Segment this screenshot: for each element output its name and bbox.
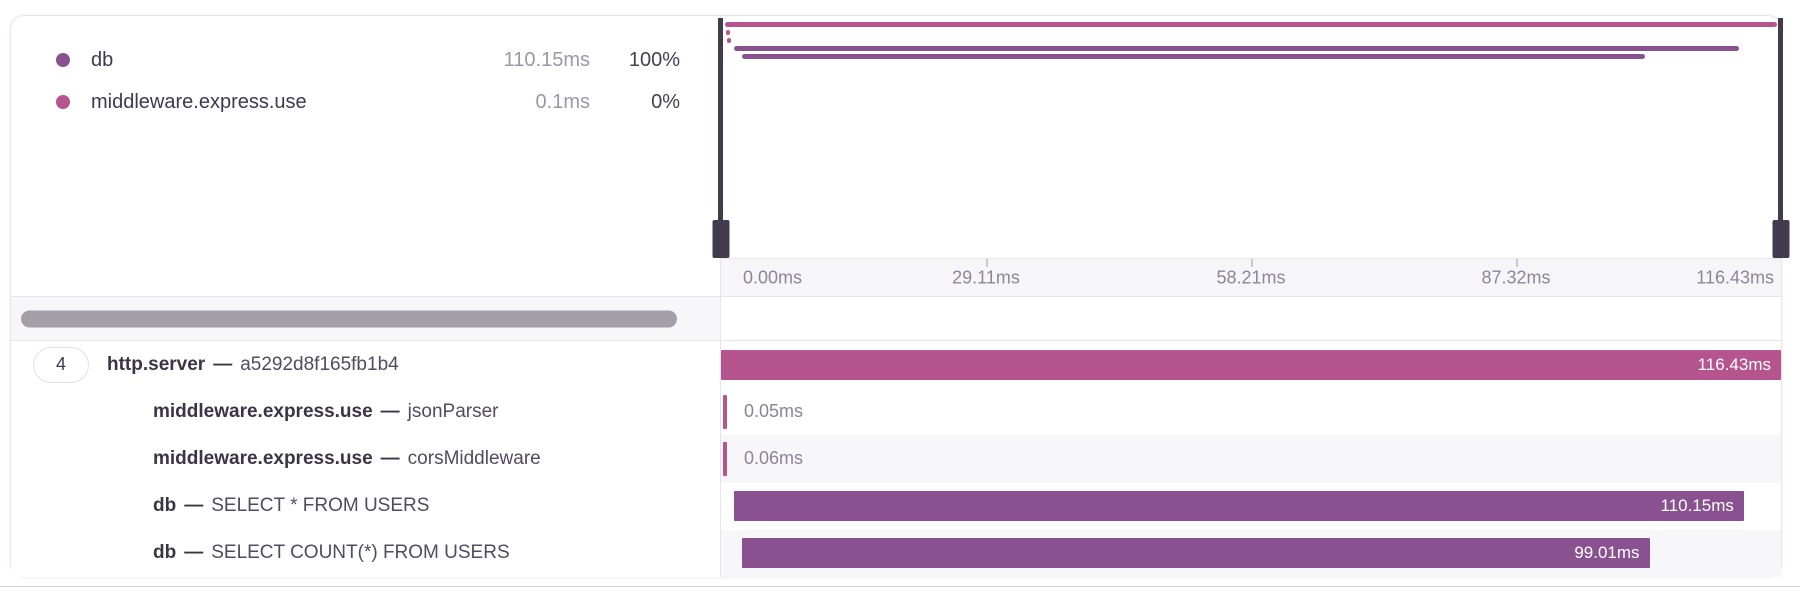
legend-color-dot [56, 95, 70, 109]
trace-panel: db 110.15ms 100% middleware.express.use … [10, 15, 1789, 577]
span-duration-label: 99.01ms [1574, 543, 1640, 563]
axis-tick [986, 259, 988, 267]
span-separator: — [380, 400, 400, 422]
axis-label: 87.32ms [1481, 267, 1551, 287]
legend-name: middleware.express.use [91, 90, 307, 113]
brush-grip-left[interactable] [712, 220, 729, 258]
span-separator: — [184, 542, 204, 564]
legend-item-middleware[interactable]: middleware.express.use 0.1ms 0% [56, 81, 680, 123]
axis-label: 116.43ms [1696, 267, 1774, 287]
collapse-count-badge[interactable]: 4 [33, 346, 89, 383]
span-duration-tick [723, 394, 727, 429]
axis-label: 29.11ms [952, 267, 1020, 287]
span-duration-bar[interactable]: 99.01ms [742, 538, 1650, 569]
legend-duration: 110.15ms [503, 48, 590, 71]
span-legend: db 110.15ms 100% middleware.express.use … [11, 16, 721, 258]
span-row-jsonparser[interactable]: middleware.express.use — jsonParser 0.05… [11, 388, 1781, 436]
span-duration-bar[interactable]: 116.43ms [721, 349, 1781, 380]
minimap-span-line [733, 46, 1739, 51]
span-tree: 4 http.server — a5292d8f165fb1b4 116.43m… [11, 341, 1781, 577]
legend-percent: 0% [651, 90, 680, 113]
minimap-span-line [742, 54, 1646, 59]
span-duration-label: 116.43ms [1697, 354, 1771, 374]
axis-tick [1516, 259, 1518, 267]
span-detail: a5292d8f165fb1b4 [240, 353, 399, 375]
span-name: db [153, 542, 177, 564]
span-duration-label: 110.15ms [1660, 496, 1734, 516]
brush-grip-right[interactable] [1772, 220, 1789, 258]
axis-left-spacer [11, 258, 721, 297]
span-duration-label: 0.05ms [744, 401, 804, 422]
minimap-span-line [726, 30, 730, 35]
horizontal-scrollbar-thumb[interactable] [21, 310, 677, 327]
timeline-minimap[interactable] [712, 16, 1789, 258]
span-detail: corsMiddleware [407, 447, 541, 469]
brush-handle-left[interactable] [712, 18, 729, 258]
span-name: middleware.express.use [153, 447, 373, 469]
time-axis: 0.00ms 29.11ms 58.21ms 87.32ms 116.43ms [721, 258, 1781, 297]
span-duration-tick [723, 441, 727, 476]
span-separator: — [213, 353, 233, 375]
span-duration-label: 0.06ms [744, 448, 804, 469]
legend-color-dot [56, 53, 70, 67]
page-divider [0, 586, 1800, 587]
span-row-http-server[interactable]: 4 http.server — a5292d8f165fb1b4 116.43m… [11, 341, 1781, 389]
axis-label: 58.21ms [1216, 267, 1286, 287]
span-detail: SELECT COUNT(*) FROM USERS [211, 542, 510, 564]
span-separator: — [184, 495, 204, 517]
brush-handle-right[interactable] [1772, 18, 1789, 258]
span-name: http.server [107, 353, 206, 375]
axis-label: 0.00ms [743, 267, 803, 287]
span-row-db-select[interactable]: db — SELECT * FROM USERS 110.15ms [11, 482, 1781, 530]
legend-name: db [91, 48, 114, 71]
legend-item-db[interactable]: db 110.15ms 100% [56, 39, 680, 81]
minimap-span-line [725, 22, 1777, 27]
legend-duration: 0.1ms [535, 90, 590, 113]
span-detail: SELECT * FROM USERS [211, 495, 430, 517]
span-separator: — [380, 447, 400, 469]
legend-percent: 100% [628, 48, 680, 71]
span-duration-bar[interactable]: 110.15ms [733, 491, 1744, 522]
minimap-span-line [727, 38, 732, 43]
span-row-corsmiddleware[interactable]: middleware.express.use — corsMiddleware … [11, 435, 1781, 483]
span-name: middleware.express.use [153, 400, 373, 422]
span-detail: jsonParser [407, 400, 499, 422]
scrollbar-right-spacer [721, 297, 1781, 341]
span-row-db-count[interactable]: db — SELECT COUNT(*) FROM USERS 99.01ms [11, 529, 1781, 577]
axis-tick [1251, 259, 1253, 267]
span-name: db [153, 495, 177, 517]
horizontal-scrollbar-track[interactable] [11, 297, 721, 341]
